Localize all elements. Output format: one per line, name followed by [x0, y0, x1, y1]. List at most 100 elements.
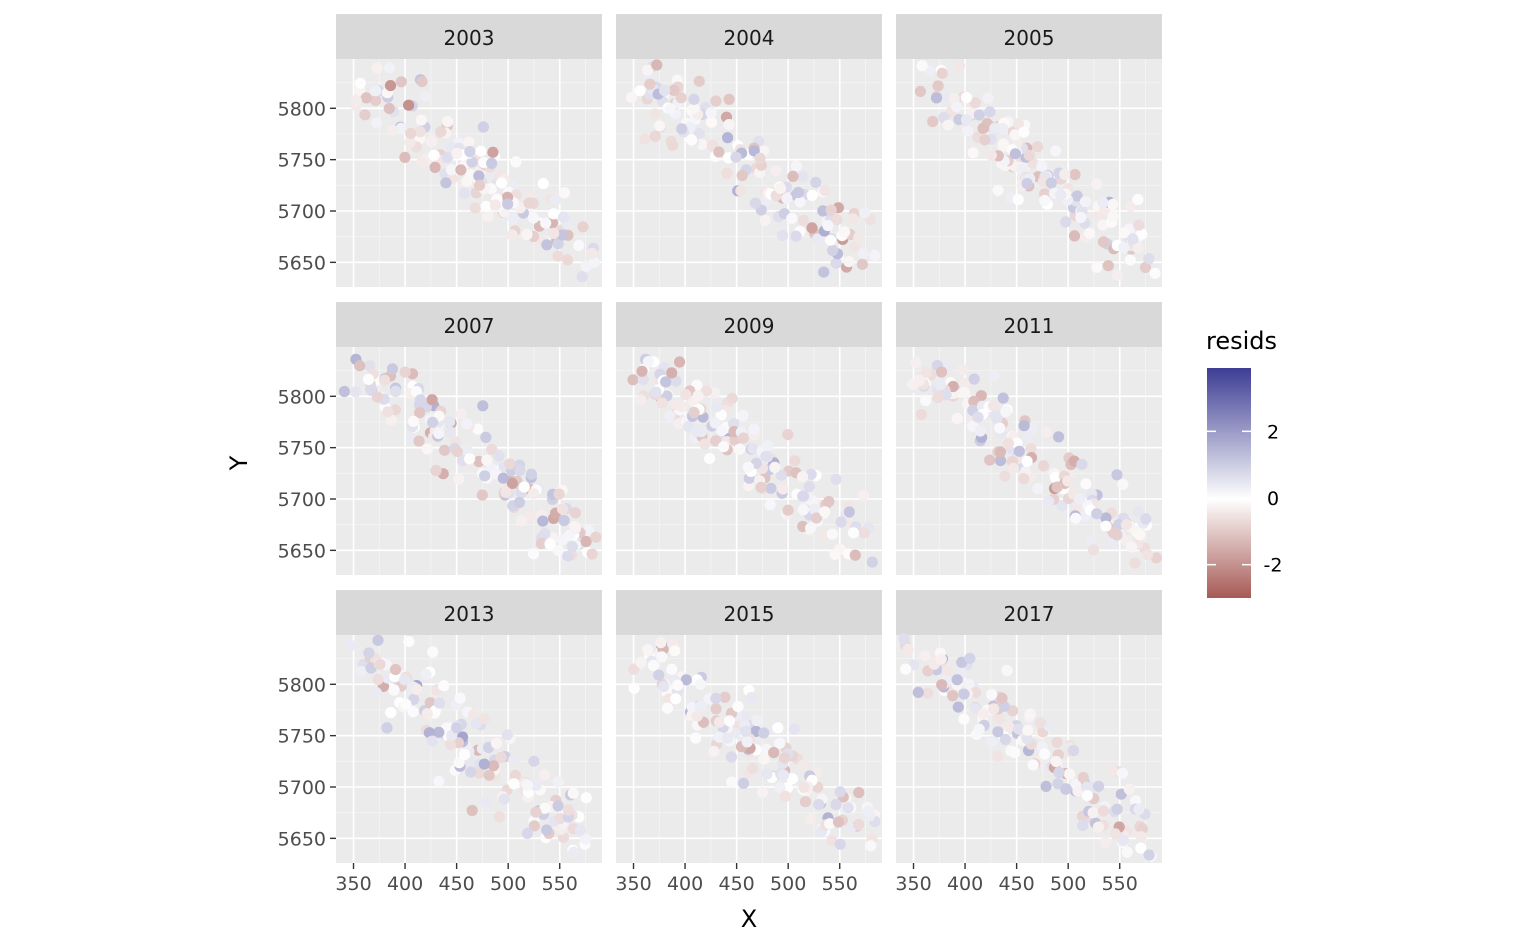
data-point — [495, 751, 507, 764]
data-point — [1003, 721, 1015, 733]
data-point — [1077, 772, 1089, 784]
data-point — [869, 249, 881, 261]
legend-tick-label: -2 — [1264, 555, 1283, 577]
data-point — [742, 461, 754, 473]
data-point — [569, 521, 581, 533]
data-point — [664, 103, 676, 115]
data-point — [438, 680, 450, 692]
data-point — [506, 229, 518, 241]
data-point — [550, 194, 562, 206]
data-point — [1091, 261, 1103, 273]
data-point — [849, 241, 861, 253]
data-point — [1009, 129, 1021, 141]
data-point — [552, 238, 564, 250]
data-point — [354, 360, 366, 372]
data-point — [735, 185, 747, 197]
data-point — [387, 124, 399, 137]
data-point — [465, 766, 477, 778]
data-point — [433, 775, 445, 788]
data-point — [1139, 261, 1151, 273]
data-point — [419, 90, 431, 102]
data-point — [1081, 781, 1093, 793]
data-point — [1132, 242, 1144, 254]
data-point — [676, 123, 688, 135]
data-point — [989, 408, 1001, 420]
data-point — [751, 714, 763, 727]
data-point — [797, 171, 809, 183]
data-point — [1118, 241, 1130, 254]
data-point — [787, 170, 799, 182]
data-point — [749, 197, 762, 209]
facet-label: 2017 — [1004, 602, 1055, 626]
data-point — [1134, 529, 1146, 541]
data-point — [395, 76, 407, 88]
data-point — [444, 738, 456, 751]
data-point — [1039, 748, 1051, 760]
points-2004 — [625, 59, 881, 278]
data-point — [553, 488, 565, 500]
data-point — [1115, 788, 1127, 800]
data-point — [964, 652, 976, 664]
data-point — [992, 750, 1004, 763]
data-point — [834, 786, 846, 798]
data-point — [705, 107, 717, 119]
data-point — [433, 697, 445, 709]
x-tick-label: 550 — [822, 873, 858, 895]
data-point — [469, 202, 481, 214]
data-point — [948, 92, 960, 104]
data-point — [523, 197, 535, 209]
data-point — [830, 257, 842, 269]
data-point — [370, 85, 382, 97]
data-point — [927, 115, 939, 128]
data-point — [986, 735, 998, 747]
data-point — [759, 214, 771, 226]
y-tick-label: 5700 — [278, 777, 326, 799]
data-point — [987, 400, 1000, 412]
data-point — [961, 124, 974, 137]
points-2015 — [628, 637, 881, 852]
data-point — [748, 423, 760, 435]
data-point — [580, 792, 592, 804]
data-point — [853, 787, 865, 799]
y-tick-label: 5650 — [278, 540, 326, 562]
data-point — [338, 385, 350, 398]
data-point — [710, 435, 722, 447]
data-point — [1052, 778, 1064, 790]
data-point — [1135, 842, 1147, 854]
data-point — [365, 662, 377, 674]
data-point — [713, 146, 725, 158]
data-point — [1062, 475, 1074, 487]
data-point — [700, 385, 713, 397]
data-point — [1071, 190, 1083, 202]
data-point — [416, 76, 428, 88]
y-tick-label: 5800 — [278, 674, 326, 696]
data-point — [936, 67, 948, 79]
data-point — [824, 818, 836, 830]
data-point — [723, 715, 736, 727]
x-tick-label: 400 — [947, 873, 983, 895]
data-point — [399, 366, 411, 378]
data-point — [694, 678, 707, 690]
data-point — [1075, 211, 1087, 224]
data-point — [1093, 780, 1105, 792]
facet-panel-2017: 2017 — [896, 590, 1162, 863]
data-point — [688, 102, 700, 114]
data-point — [1116, 767, 1129, 779]
data-point — [528, 820, 541, 832]
data-point — [567, 787, 579, 799]
data-point — [1118, 227, 1130, 239]
data-point — [943, 360, 955, 372]
legend-tick-label: 0 — [1267, 488, 1279, 510]
data-point — [1074, 493, 1086, 505]
data-point — [1129, 557, 1141, 569]
data-point — [427, 416, 439, 428]
data-point — [830, 798, 842, 811]
facet-strip — [896, 590, 1162, 635]
data-point — [922, 687, 934, 699]
data-point — [483, 769, 495, 781]
data-point — [464, 453, 476, 465]
data-point — [568, 846, 580, 858]
data-point — [797, 759, 810, 771]
data-point — [365, 383, 377, 395]
data-point — [721, 167, 733, 179]
